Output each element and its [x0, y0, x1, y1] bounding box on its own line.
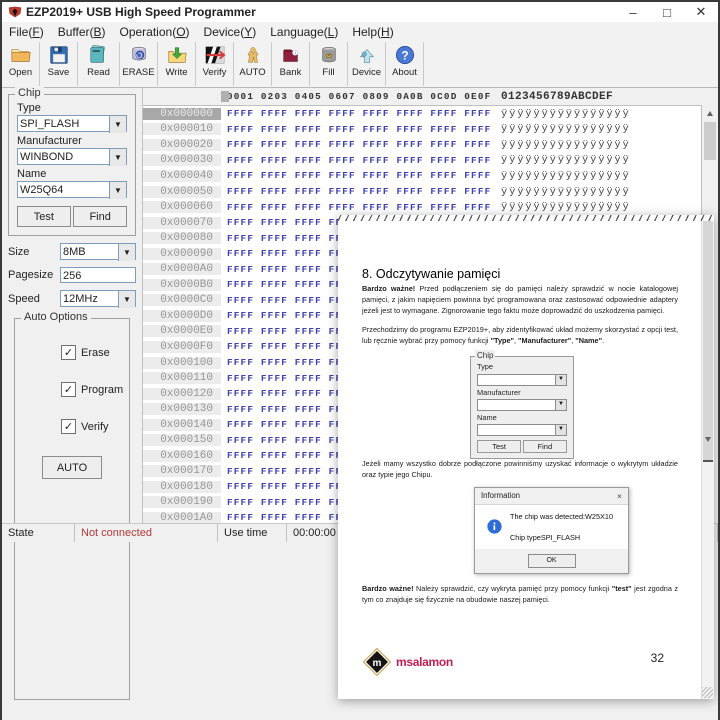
- svg-text:i: i: [294, 51, 295, 55]
- svg-text:m: m: [373, 658, 382, 669]
- svg-text:?: ?: [401, 49, 408, 63]
